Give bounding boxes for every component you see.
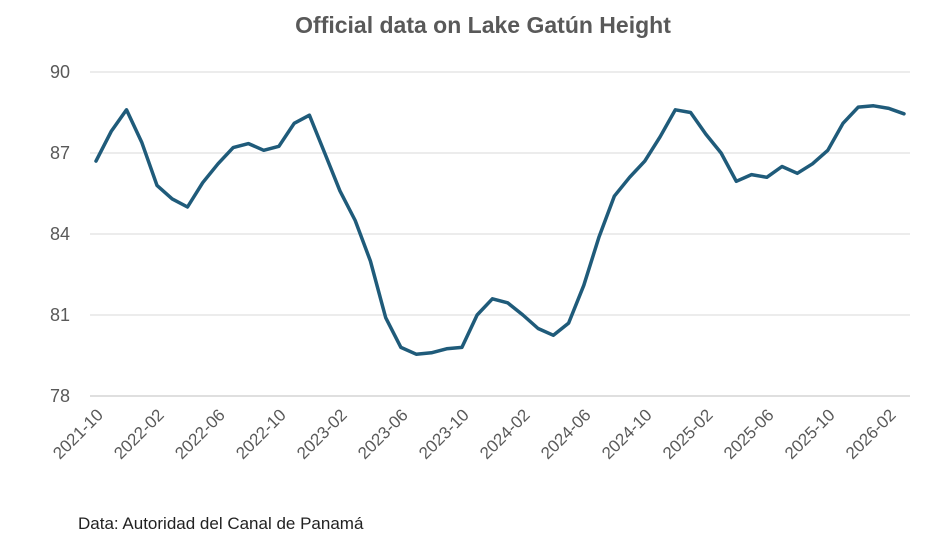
x-tick-label: 2022-10 [232,405,290,463]
x-tick-label: 2022-06 [171,405,229,463]
y-tick-label: 90 [50,62,70,82]
x-tick-label: 2025-02 [659,405,717,463]
x-tick-label: 2025-10 [781,405,839,463]
y-tick-label: 87 [50,143,70,163]
x-tick-label: 2024-06 [537,405,595,463]
chart-title: Official data on Lake Gatún Height [295,12,671,38]
y-tick-label: 84 [50,224,70,244]
y-tick-label: 78 [50,386,70,406]
series-line [94,104,906,356]
x-tick-label: 2023-02 [293,405,351,463]
x-tick-label: 2026-02 [842,405,900,463]
x-tick-label: 2025-06 [720,405,778,463]
y-tick-label: 81 [50,305,70,325]
x-tick-label: 2024-02 [476,405,534,463]
x-tick-label: 2023-06 [354,405,412,463]
x-tick-label: 2021-10 [49,405,107,463]
source-note: Data: Autoridad del Canal de Panamá [78,514,364,533]
x-tick-label: 2024-10 [598,405,656,463]
x-tick-label: 2023-10 [415,405,473,463]
x-tick-label: 2022-02 [110,405,168,463]
